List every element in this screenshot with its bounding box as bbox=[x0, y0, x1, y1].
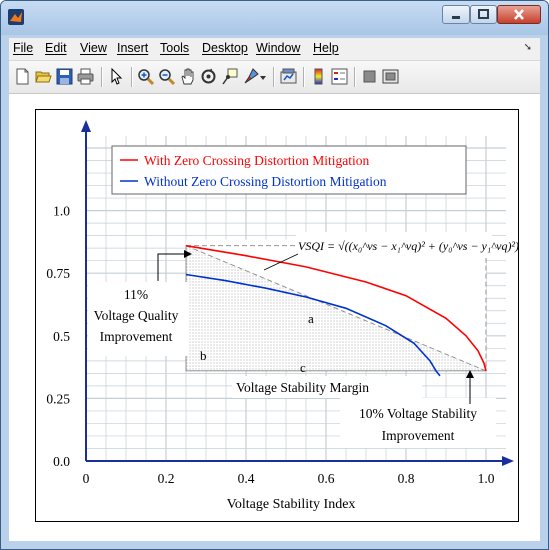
x-axis-label: Voltage Stability Index bbox=[227, 497, 356, 512]
menu-desktop[interactable]: Desktop bbox=[202, 41, 248, 55]
menu-file[interactable]: File bbox=[13, 41, 34, 55]
vq-line-3: Improvement bbox=[100, 329, 173, 344]
y-tick-label: 0.25 bbox=[46, 391, 70, 406]
y-tick-label: 0.5 bbox=[53, 329, 70, 344]
hide-plot-tools-icon[interactable] bbox=[361, 68, 378, 85]
print-icon[interactable] bbox=[77, 68, 94, 85]
legend: With Zero Crossing Distortion Mitigation… bbox=[111, 145, 467, 195]
minimize-icon bbox=[452, 16, 460, 19]
save-icon[interactable] bbox=[56, 68, 73, 85]
stability-margin-annotation: Voltage Stability Margin bbox=[232, 376, 422, 398]
x-tick-label: 0.2 bbox=[158, 471, 175, 486]
close-icon bbox=[514, 9, 524, 20]
maximize-icon bbox=[478, 9, 489, 19]
toolbar-separator bbox=[303, 67, 305, 87]
matlab-icon bbox=[8, 9, 24, 25]
formula-text: VSQI = √((x₀^vs − x₁^vq)² + (y₀^vs − y₁^… bbox=[298, 239, 518, 253]
region-a-label: a bbox=[308, 311, 314, 326]
zoom-in-icon[interactable] bbox=[137, 68, 154, 85]
x-tick-label: 0 bbox=[83, 471, 90, 486]
vsqi-formula: VSQI = √((x₀^vs − x₁^vq)² + (y₀^vs − y₁^… bbox=[263, 232, 518, 271]
toolbar bbox=[9, 61, 540, 94]
voltage-quality-annotation: 11% Voltage Quality Improvement bbox=[88, 250, 192, 356]
x-tick-label: 1.0 bbox=[478, 471, 495, 486]
menu-tools[interactable]: Tools bbox=[160, 41, 190, 55]
x-tick-label: 0.4 bbox=[238, 471, 255, 486]
toolbar-separator bbox=[354, 67, 356, 87]
figure-canvas: 0 0.2 0.4 0.6 0.8 1.0 0.0 0.25 0.5 0.75 1.0 With Z… bbox=[9, 94, 540, 541]
stability-improvement-annotation: 10% Voltage Stability Improvement bbox=[340, 370, 496, 448]
y-axis-arrow bbox=[81, 120, 91, 132]
region-c-label: c bbox=[300, 360, 306, 375]
menu-help[interactable]: Help bbox=[313, 41, 339, 55]
toolbar-separator bbox=[273, 67, 275, 87]
rotate-icon[interactable] bbox=[200, 68, 217, 85]
x-axis-arrow bbox=[502, 456, 514, 466]
data-cursor-icon[interactable] bbox=[221, 68, 238, 85]
menu-window[interactable]: Window bbox=[256, 41, 301, 55]
vs-line-1: 10% Voltage Stability bbox=[359, 406, 477, 421]
brush-dropdown-icon[interactable] bbox=[260, 68, 267, 85]
region-b-label: b bbox=[200, 348, 207, 363]
stability-region-triangle bbox=[185, 244, 487, 372]
y-tick-label: 1.0 bbox=[53, 204, 70, 219]
vq-percent: 11% bbox=[124, 287, 148, 302]
series-line-blue bbox=[185, 273, 441, 377]
open-folder-icon[interactable] bbox=[35, 68, 52, 85]
minimize-button[interactable] bbox=[442, 5, 470, 24]
x-tick-label: 0.6 bbox=[318, 471, 335, 486]
toolbar-separator bbox=[131, 67, 133, 87]
plot-frame: 0 0.2 0.4 0.6 0.8 1.0 0.0 0.25 0.5 0.75 1.0 With Z… bbox=[35, 109, 519, 522]
stability-margin-label: Voltage Stability Margin bbox=[236, 380, 369, 395]
series-line-red bbox=[185, 244, 487, 372]
vs-line-2: Improvement bbox=[382, 428, 455, 443]
y-tick-label: 0.75 bbox=[46, 266, 70, 281]
zoom-out-icon[interactable] bbox=[158, 68, 175, 85]
menu-edit[interactable]: Edit bbox=[45, 41, 67, 55]
maximize-button[interactable] bbox=[470, 5, 497, 24]
chart[interactable]: 0 0.2 0.4 0.6 0.8 1.0 0.0 0.25 0.5 0.75 1.0 With Z… bbox=[36, 110, 518, 521]
dock-arrow-icon[interactable]: ➘ bbox=[523, 42, 532, 53]
x-tick-label: 0.8 bbox=[398, 471, 415, 486]
legend-icon[interactable] bbox=[331, 68, 348, 85]
link-icon[interactable] bbox=[280, 68, 297, 85]
vq-line-2: Voltage Quality bbox=[94, 308, 179, 323]
menu-insert[interactable]: Insert bbox=[117, 41, 149, 55]
new-file-icon[interactable] bbox=[14, 68, 31, 85]
title-bar[interactable] bbox=[1, 1, 548, 35]
toolbar-separator bbox=[101, 67, 103, 87]
legend-label-red: With Zero Crossing Distortion Mitigation bbox=[144, 153, 369, 168]
menu-view[interactable]: View bbox=[80, 41, 107, 55]
menu-bar: File Edit View Insert Tools Desktop Wind… bbox=[9, 38, 540, 61]
colorbar-icon[interactable] bbox=[310, 68, 327, 85]
y-tick-label: 0.0 bbox=[53, 454, 70, 469]
legend-label-blue: Without Zero Crossing Distortion Mitigat… bbox=[144, 174, 387, 189]
close-button[interactable] bbox=[497, 5, 541, 24]
pan-icon[interactable] bbox=[179, 68, 196, 85]
pointer-icon[interactable] bbox=[108, 68, 125, 85]
brush-icon[interactable] bbox=[243, 68, 260, 85]
show-plot-tools-icon[interactable] bbox=[382, 68, 399, 85]
